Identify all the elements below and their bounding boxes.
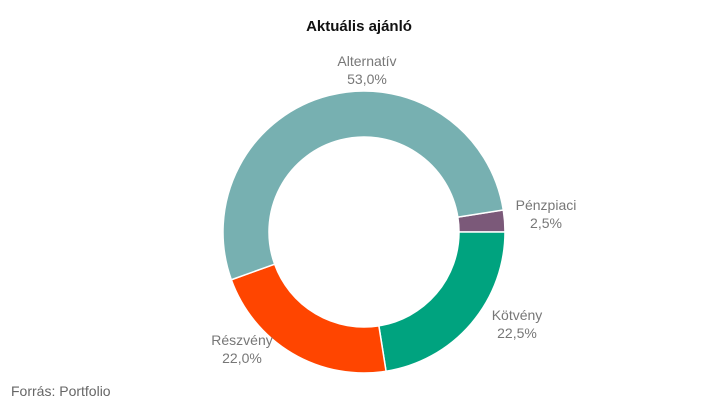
slice-value-2: 22,0% — [222, 350, 262, 366]
source-note: Forrás: Portfolio — [11, 383, 111, 399]
slice-value-3: 53,0% — [347, 71, 387, 87]
slice-label-2: Részvény — [211, 332, 272, 348]
slice-value-1: 22,5% — [497, 325, 537, 341]
slice-1 — [378, 231, 506, 373]
slice-label-1: Kötvény — [492, 307, 543, 323]
slice-value-0: 2,5% — [530, 215, 562, 231]
slice-label-3: Alternatív — [337, 53, 396, 69]
slice-3 — [222, 90, 505, 281]
slice-label-0: Pénzpiaci — [516, 197, 577, 213]
chart-title: Aktuális ajánló — [306, 18, 412, 35]
